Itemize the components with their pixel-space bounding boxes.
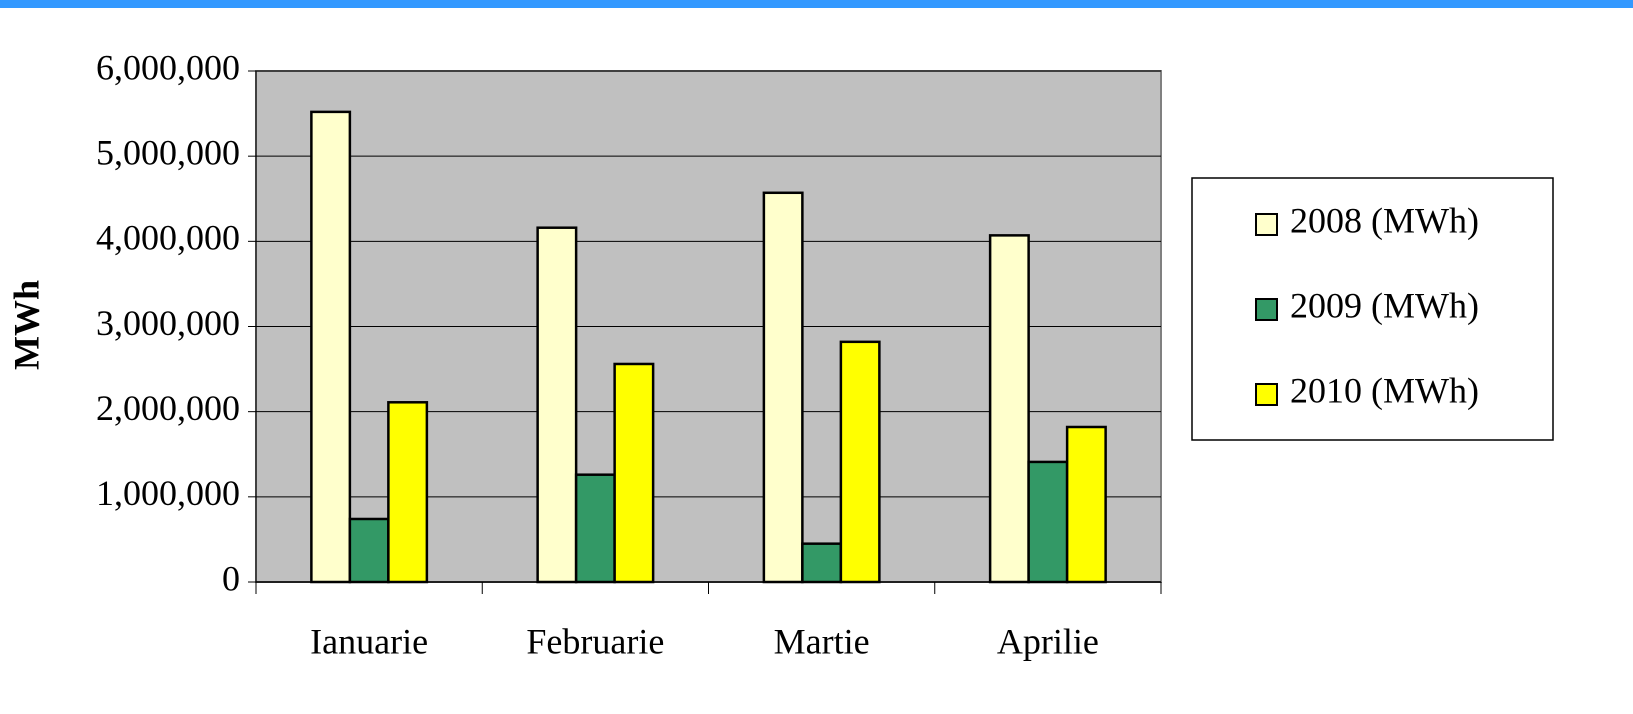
- legend-label: 2008 (MWh): [1290, 200, 1479, 240]
- bar: [1027, 460, 1069, 584]
- y-tick-label: 4,000,000: [96, 218, 240, 258]
- bar: [536, 226, 578, 584]
- legend-swatch: [1255, 213, 1278, 236]
- y-tick-label: 6,000,000: [96, 47, 240, 87]
- top-bar: [0, 0, 1633, 8]
- bar: [310, 110, 352, 584]
- bar: [387, 401, 429, 584]
- bar: [988, 234, 1030, 584]
- y-tick-label: 2,000,000: [96, 388, 240, 428]
- legend-label: 2009 (MWh): [1290, 285, 1479, 325]
- bar: [574, 473, 616, 584]
- x-tick-label: Ianuarie: [310, 621, 428, 661]
- x-tick-label: Februarie: [526, 621, 664, 661]
- bar: [348, 517, 390, 584]
- bar: [801, 542, 843, 584]
- bar: [762, 191, 804, 584]
- x-tick-label: Aprilie: [997, 621, 1099, 661]
- legend-label: 2010 (MWh): [1290, 370, 1479, 410]
- legend-swatch: [1255, 298, 1278, 321]
- bar: [613, 362, 655, 584]
- bar: [1065, 425, 1107, 584]
- legend-swatch: [1255, 383, 1278, 406]
- y-axis-label: MWh: [6, 280, 46, 370]
- x-tick-label: Martie: [774, 621, 870, 661]
- bar: [839, 340, 881, 584]
- y-tick-label: 0: [222, 558, 240, 598]
- y-tick-label: 3,000,000: [96, 303, 240, 343]
- y-tick-label: 1,000,000: [96, 473, 240, 513]
- legend-box: [1191, 177, 1554, 441]
- y-tick-label: 5,000,000: [96, 132, 240, 172]
